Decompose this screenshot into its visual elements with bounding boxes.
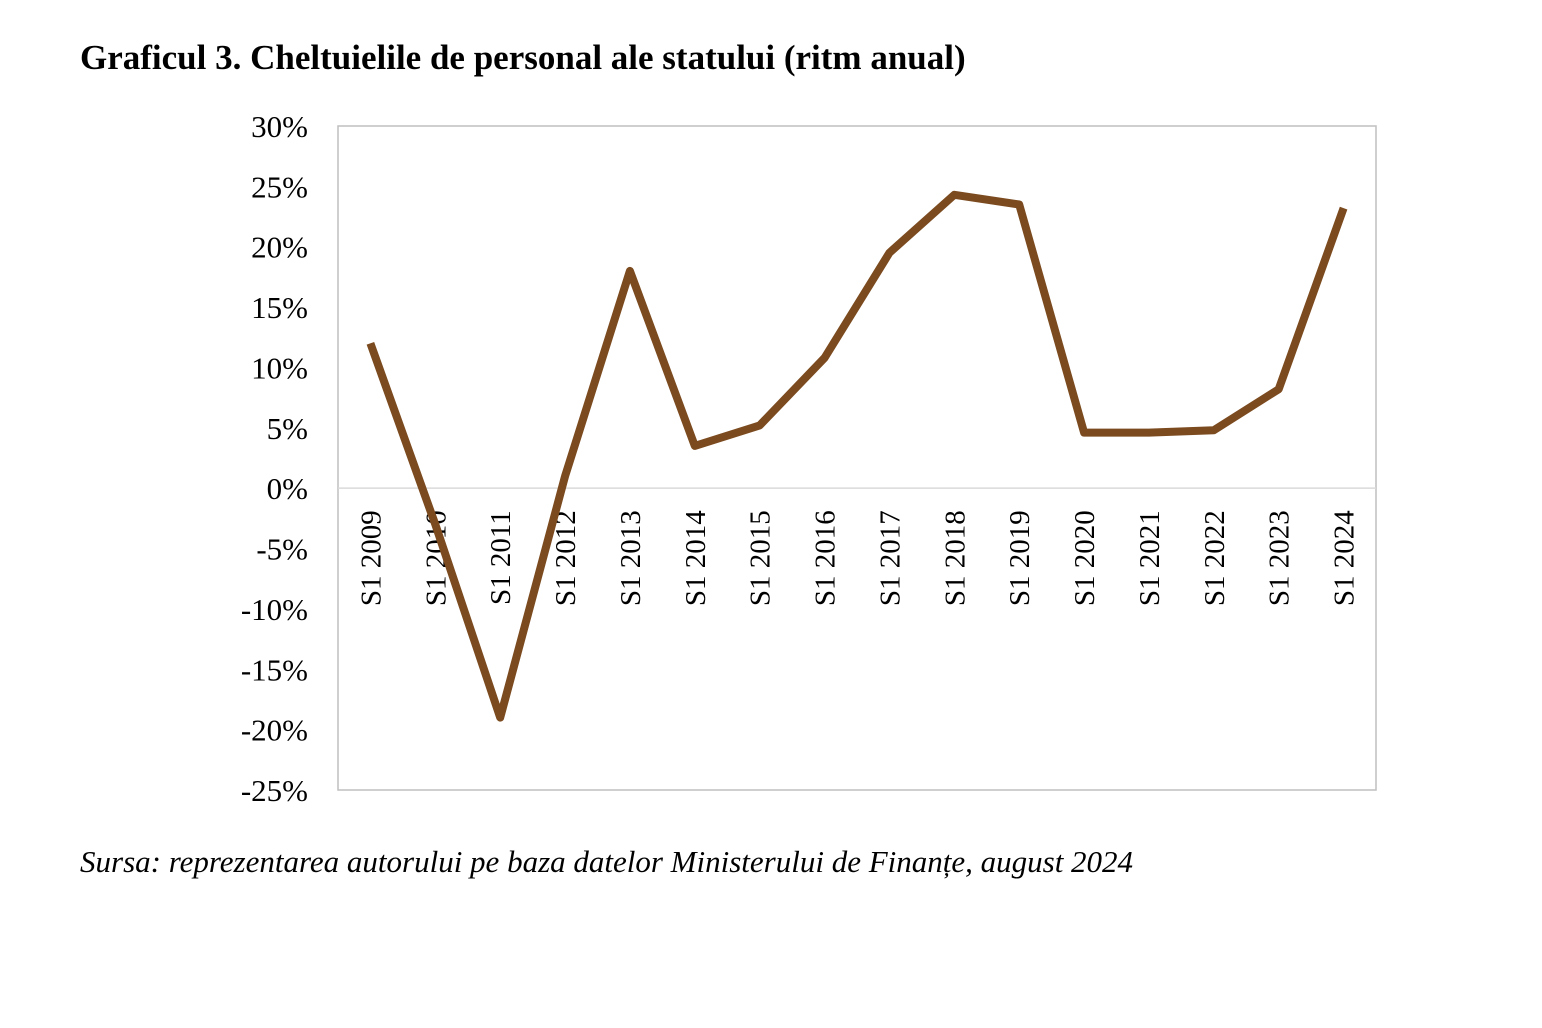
x-axis-tick-labels: S1 2009 S1 2010 S1 2011 S1 2012 S1 2013 S1 20…: [355, 510, 1360, 606]
series-line: [366, 190, 1348, 722]
x-tick-label: S1 2024: [1329, 510, 1361, 606]
x-tick-label: S1 2020: [1069, 510, 1101, 606]
plot-frame: [337, 125, 1377, 791]
x-tick-label: S1 2019: [1004, 510, 1036, 606]
x-tick-label: S1 2011: [485, 510, 517, 605]
y-tick-label: 25%: [251, 169, 308, 204]
source-note: Sursa: reprezentarea autorului pe baza d…: [80, 844, 1134, 879]
y-tick-label: 15%: [251, 290, 308, 325]
x-tick-label: S1 2015: [745, 510, 777, 606]
y-axis-tick-labels: 30% 25% 20% 15% 10% 5% 0% -5% -10% -15% -20% -25%: [241, 109, 308, 808]
y-tick-label: -15%: [241, 652, 308, 687]
y-tick-label: 10%: [251, 350, 308, 385]
x-tick-label: S1 2017: [874, 510, 906, 606]
y-tick-label: -10%: [241, 592, 308, 627]
y-tick-label: 5%: [267, 411, 308, 446]
y-tick-label: 0%: [267, 471, 308, 506]
x-tick-label: S1 2022: [1199, 510, 1231, 606]
x-tick-label: S1 2013: [615, 510, 647, 606]
x-tick-label: S1 2023: [1264, 510, 1296, 606]
y-tick-label: 30%: [251, 109, 308, 144]
plot-area-border: [337, 125, 1377, 791]
x-tick-label: S1 2014: [680, 510, 712, 606]
y-tick-label: -20%: [241, 713, 308, 748]
y-tick-label: -25%: [241, 773, 308, 808]
x-tick-label: S1 2009: [355, 510, 387, 606]
x-tick-label: S1 2021: [1134, 510, 1166, 606]
chart-title: Graficul 3. Cheltuielile de personal ale…: [80, 38, 966, 77]
x-tick-label: S1 2018: [939, 510, 971, 606]
y-tick-label: 20%: [251, 230, 308, 265]
x-tick-label: S1 2016: [810, 510, 842, 606]
data-series: [366, 190, 1348, 722]
y-tick-label: -5%: [256, 532, 308, 567]
